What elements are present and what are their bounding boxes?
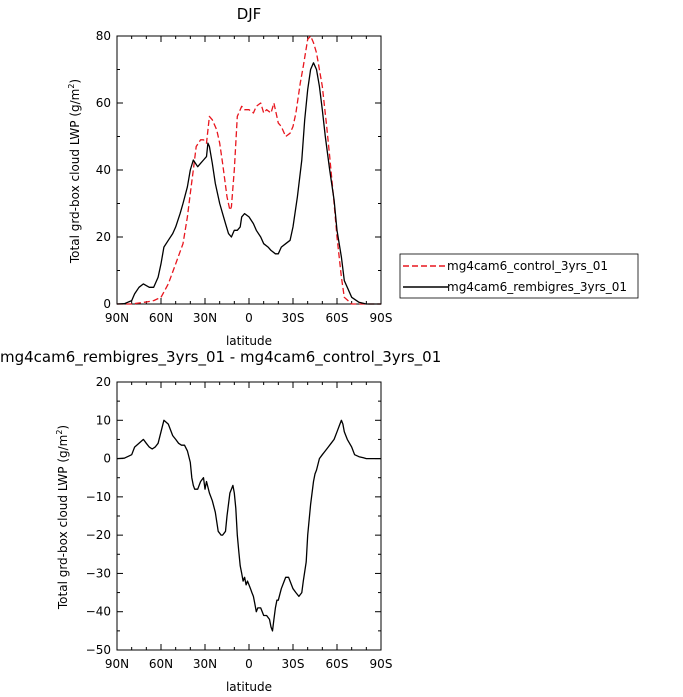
bottom-y-tick-label: 10	[96, 413, 111, 427]
top-chart-title: DJF	[237, 5, 262, 23]
bottom-y-tick-label: −50	[86, 643, 111, 657]
top-y-axis-label-sup: 2	[67, 84, 76, 89]
bottom-chart-title: mg4cam6_rembigres_3yrs_01 - mg4cam6_cont…	[0, 348, 441, 367]
bottom-x-tick-label: 30N	[193, 657, 217, 671]
bottom-y-axis-label-text: Total grd-box cloud LWP (g/m	[56, 435, 70, 610]
top-axis-ticks: 90N 60N 30N 0 30S 60S 90S 0 20 40 60 80	[96, 29, 393, 325]
bottom-y-axis-label-close: )	[56, 425, 70, 430]
bottom-x-axis-label: latitude	[226, 680, 272, 694]
legend: mg4cam6_control_3yrs_01 mg4cam6_rembigre…	[399, 253, 639, 299]
legend-box	[399, 253, 639, 299]
bottom-x-tick-label: 30S	[282, 657, 305, 671]
bottom-y-axis-label-sup: 2	[55, 430, 64, 435]
bottom-y-tick-label: 0	[103, 452, 111, 466]
top-x-tick-label: 90S	[370, 311, 393, 325]
top-x-tick-label: 30S	[282, 311, 305, 325]
top-x-tick-label: 90N	[105, 311, 129, 325]
top-x-tick-label: 30N	[193, 311, 217, 325]
top-y-tick-label: 20	[96, 230, 111, 244]
top-x-tick-label: 0	[245, 311, 253, 325]
top-y-tick-label: 0	[103, 297, 111, 311]
top-y-tick-label: 60	[96, 96, 111, 110]
bottom-axis-ticks: 90N 60N 30N 0 30S 60S 90S −50 −40 −30 −20 −10 0 10 20	[86, 375, 393, 671]
top-y-tick-label: 40	[96, 163, 111, 177]
bottom-x-tick-label: 90N	[105, 657, 129, 671]
top-series-group	[116, 35, 381, 305]
top-series-line-0	[117, 35, 381, 305]
top-x-tick-label: 60N	[149, 311, 173, 325]
bottom-panel: mg4cam6_rembigres_3yrs_01 - mg4cam6_cont…	[0, 348, 441, 694]
bottom-y-tick-label: −30	[86, 566, 111, 580]
top-y-axis-label-close: )	[68, 79, 82, 84]
top-y-axis-label-text: Total grd-box cloud LWP (g/m	[68, 89, 82, 264]
bottom-series-line-0	[116, 419, 381, 632]
legend-label-rembigres: mg4cam6_rembigres_3yrs_01	[447, 280, 627, 294]
bottom-y-tick-label: −10	[86, 490, 111, 504]
bottom-x-tick-label: 0	[245, 657, 253, 671]
bottom-y-axis-label: Total grd-box cloud LWP (g/m2)	[55, 425, 70, 610]
top-series-line-1	[116, 62, 381, 305]
top-y-tick-label: 80	[96, 29, 111, 43]
bottom-y-tick-label: −20	[86, 528, 111, 542]
bottom-series-group	[116, 419, 381, 632]
bottom-x-tick-label: 60N	[149, 657, 173, 671]
top-x-tick-label: 60S	[326, 311, 349, 325]
top-x-axis-label: latitude	[226, 334, 272, 348]
bottom-x-tick-label: 60S	[326, 657, 349, 671]
top-panel: DJF 90N 60N 30N 0 30S 60S 90S 0 20 40 60 80 latitud…	[67, 5, 392, 348]
top-y-axis-label: Total grd-box cloud LWP (g/m2)	[67, 79, 82, 264]
bottom-x-tick-label: 90S	[370, 657, 393, 671]
bottom-y-tick-label: −40	[86, 605, 111, 619]
legend-label-control: mg4cam6_control_3yrs_01	[447, 259, 608, 273]
bottom-y-tick-label: 20	[96, 375, 111, 389]
